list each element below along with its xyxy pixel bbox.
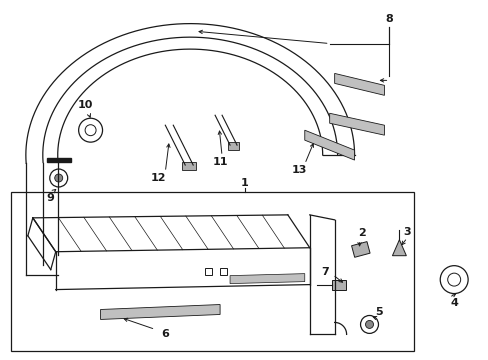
- Text: 6: 6: [161, 329, 169, 339]
- Polygon shape: [329, 113, 384, 135]
- Text: 5: 5: [375, 307, 383, 318]
- Bar: [11, 192, 413, 351]
- Polygon shape: [392, 240, 406, 256]
- Polygon shape: [334, 73, 384, 95]
- Bar: [351, 242, 369, 257]
- Text: 13: 13: [291, 165, 307, 175]
- Text: 4: 4: [449, 297, 457, 307]
- Polygon shape: [229, 274, 304, 284]
- Bar: [220, 268, 226, 275]
- Text: 11: 11: [212, 157, 227, 167]
- Text: 10: 10: [78, 100, 93, 110]
- Text: 3: 3: [403, 227, 410, 237]
- Text: 7: 7: [320, 267, 328, 276]
- Bar: [205, 268, 212, 275]
- Circle shape: [365, 320, 373, 328]
- Text: 2: 2: [357, 228, 365, 238]
- Polygon shape: [101, 305, 220, 319]
- Text: 9: 9: [47, 193, 55, 203]
- Polygon shape: [304, 130, 354, 160]
- Circle shape: [55, 174, 62, 182]
- Bar: [182, 162, 196, 170]
- Bar: [331, 280, 345, 289]
- Text: 1: 1: [241, 178, 248, 188]
- Polygon shape: [47, 158, 71, 162]
- Bar: [227, 142, 239, 150]
- Text: 12: 12: [150, 173, 166, 183]
- Text: 8: 8: [385, 14, 392, 24]
